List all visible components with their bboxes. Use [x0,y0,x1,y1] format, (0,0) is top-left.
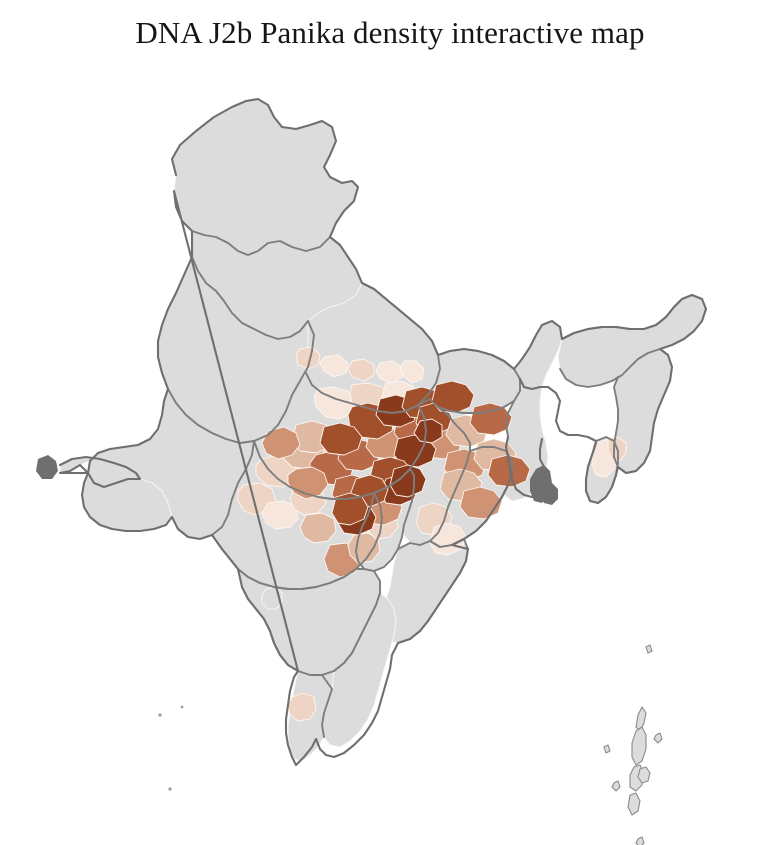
india-choropleth-map[interactable] [0,55,780,845]
page-title: DNA J2b Panika density interactive map [135,15,645,50]
choropleth-kerala-district[interactable] [287,692,317,722]
map-svg[interactable] [0,55,780,845]
basemap-landmass [59,98,707,762]
lakshadweep-islands [158,705,184,791]
andaman-nicobar-islands[interactable] [603,644,678,845]
national-outline [58,97,708,767]
